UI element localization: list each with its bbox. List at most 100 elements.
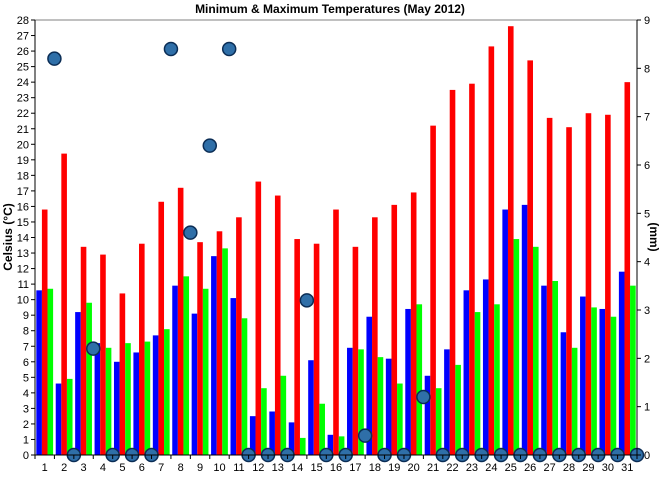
- bar-min-4: [94, 343, 101, 455]
- y-tick-label: 15: [17, 217, 29, 229]
- bar-grass-23: [474, 312, 481, 455]
- bar-grass-15: [319, 403, 325, 455]
- y-tick-label: 12: [17, 264, 29, 276]
- x-tick-label: 11: [233, 462, 244, 474]
- x-tick-label: 4: [100, 462, 106, 474]
- bar-min-5: [113, 361, 120, 455]
- bar-min-23: [463, 290, 470, 455]
- bar-grass-28: [571, 347, 578, 455]
- bar-max-9: [197, 242, 203, 455]
- bar-max-2: [61, 153, 67, 456]
- bar-max-15: [313, 243, 320, 455]
- axes-layer: 0123456789101112131415161718192021222324…: [17, 15, 650, 474]
- x-tick-label: 26: [524, 462, 536, 474]
- bar-grass-11: [241, 318, 248, 455]
- bar-min-2: [55, 383, 62, 455]
- y2-tick-label: 4: [644, 257, 650, 269]
- y-tick-label: 11: [18, 279, 29, 291]
- bar-grass-17: [358, 349, 364, 455]
- x-tick-label: 24: [485, 462, 497, 474]
- x-tick-label: 29: [582, 462, 594, 474]
- chart-title: Minimum & Maximum Temperatures (May 2012…: [195, 2, 465, 16]
- y-tick-label: 20: [17, 139, 29, 151]
- bar-max-19: [391, 204, 398, 455]
- x-tick-label: 12: [252, 462, 264, 474]
- y-tick-label: 3: [23, 403, 29, 415]
- y-tick-label: 17: [17, 186, 29, 198]
- x-tick-label: 27: [543, 462, 555, 474]
- x-tick-label: 6: [139, 462, 145, 474]
- y2-tick-label: 5: [644, 208, 650, 220]
- bar-min-17: [347, 347, 353, 455]
- x-tick-label: 20: [408, 462, 420, 474]
- bar-max-20: [410, 192, 417, 455]
- y-tick-label: 6: [23, 357, 29, 369]
- y2-tick-label: 1: [644, 402, 650, 414]
- y-tick-label: 7: [23, 341, 29, 353]
- bar-grass-24: [494, 304, 500, 455]
- x-tick-label: 16: [330, 462, 342, 474]
- rainfall-point-14: [299, 293, 315, 308]
- bars-layer: [36, 26, 636, 456]
- bar-min-15: [308, 360, 314, 455]
- bar-min-13: [269, 411, 275, 455]
- rainfall-point-3: [86, 341, 101, 356]
- bar-grass-2: [66, 378, 73, 456]
- bar-max-4: [100, 254, 106, 455]
- bar-min-1: [36, 290, 42, 455]
- y-tick-label: 14: [17, 233, 29, 245]
- bar-max-26: [527, 60, 533, 455]
- bar-grass-27: [552, 281, 559, 455]
- x-tick-label: 25: [505, 462, 517, 474]
- x-tick-label: 21: [427, 462, 439, 474]
- bar-max-18: [372, 217, 378, 455]
- bar-max-24: [488, 46, 495, 455]
- y-tick-label: 21: [17, 124, 29, 136]
- x-tick-label: 7: [158, 462, 164, 474]
- bar-grass-21: [435, 388, 442, 455]
- bar-max-17: [352, 246, 359, 455]
- y2-axis-label: (mm): [647, 222, 660, 251]
- x-tick-label: 19: [388, 462, 400, 474]
- rainfall-point-17: [357, 428, 373, 443]
- bar-grass-12: [261, 388, 267, 455]
- bar-grass-10: [222, 248, 228, 455]
- y-tick-label: 25: [17, 62, 29, 74]
- y-tick-label: 2: [23, 419, 29, 431]
- bar-grass-8: [183, 276, 190, 455]
- rainfall-point-8: [183, 225, 198, 240]
- bar-grass-6: [144, 341, 151, 455]
- x-tick-label: 18: [369, 462, 381, 474]
- y2-tick-label: 6: [644, 160, 650, 172]
- x-tick-label: 31: [621, 462, 633, 474]
- y-tick-label: 16: [17, 201, 29, 213]
- x-tick-label: 14: [291, 462, 303, 474]
- y2-tick-label: 8: [644, 63, 650, 75]
- bar-max-11: [236, 217, 242, 455]
- rainfall-point-20: [416, 389, 431, 405]
- x-tick-label: 23: [466, 462, 478, 474]
- bar-max-10: [216, 231, 223, 455]
- bar-max-25: [507, 26, 514, 456]
- rainfall-point-10: [221, 41, 237, 57]
- bar-max-6: [139, 243, 145, 455]
- bar-grass-14: [299, 437, 306, 455]
- bar-grass-20: [416, 304, 423, 455]
- x-tick-label: 13: [272, 462, 284, 474]
- y2-tick-label: 9: [644, 15, 650, 27]
- bar-grass-30: [610, 316, 617, 455]
- y-tick-label: 23: [17, 93, 29, 105]
- x-tick-label: 22: [446, 462, 458, 474]
- x-tick-label: 9: [197, 462, 203, 474]
- bar-max-16: [333, 209, 339, 455]
- bar-grass-3: [86, 302, 92, 455]
- bar-min-7: [152, 335, 159, 456]
- bar-min-27: [541, 285, 547, 455]
- y-tick-label: 0: [23, 450, 29, 462]
- bar-max-5: [119, 293, 126, 455]
- bar-grass-7: [164, 329, 170, 455]
- y-tick-label: 24: [17, 77, 29, 89]
- y-tick-label: 13: [17, 248, 29, 260]
